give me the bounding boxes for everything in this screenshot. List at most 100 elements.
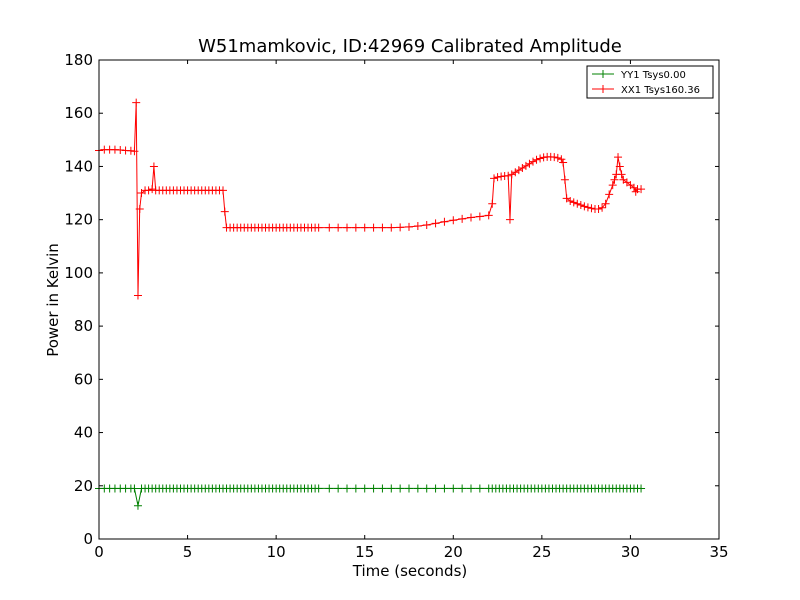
y-tick-label: 160	[64, 104, 93, 122]
data-point-marker	[314, 484, 323, 493]
data-point-marker	[133, 501, 142, 510]
data-point-marker	[617, 170, 626, 179]
data-point-marker	[440, 484, 449, 493]
data-point-marker	[449, 484, 458, 493]
data-point-marker	[132, 98, 141, 107]
series-1	[95, 98, 646, 300]
data-point-marker	[405, 222, 413, 231]
data-point-marker	[325, 484, 334, 493]
x-tick-label: 25	[532, 543, 551, 561]
data-point-marker	[343, 223, 351, 232]
x-axis-label: Time (seconds)	[352, 562, 468, 580]
data-point-marker	[493, 173, 502, 182]
data-point-marker	[504, 171, 513, 180]
legend-marker	[599, 85, 607, 93]
data-point-marker	[536, 154, 545, 163]
data-point-marker	[518, 164, 527, 173]
x-tick-label: 20	[444, 543, 463, 561]
data-point-marker	[587, 204, 596, 213]
data-point-marker	[637, 484, 646, 493]
data-point-marker	[497, 172, 506, 181]
data-point-marker	[405, 484, 413, 493]
data-point-marker	[521, 161, 530, 170]
data-point-marker	[369, 223, 378, 232]
data-point-marker	[511, 168, 520, 177]
data-point-marker	[130, 484, 139, 493]
legend-label: XX1 Tsys160.36	[621, 85, 700, 96]
data-point-marker	[475, 484, 484, 493]
data-point-marker	[605, 190, 614, 199]
x-tick-label: 30	[621, 543, 640, 561]
y-tick-label: 100	[64, 264, 93, 282]
data-point-marker	[598, 203, 607, 212]
data-point-marker	[550, 153, 559, 162]
data-point-marker	[614, 153, 623, 162]
data-point-marker	[116, 145, 125, 154]
x-tick-label: 10	[267, 543, 286, 561]
data-point-marker	[325, 223, 334, 232]
data-point-marker	[431, 484, 440, 493]
data-point-marker	[360, 484, 369, 493]
x-tick-label: 0	[94, 543, 104, 561]
y-tick-label: 20	[74, 477, 93, 495]
chart-title: W51mamkovic, ID:42969 Calibrated Amplitu…	[198, 36, 622, 57]
data-point-marker	[351, 484, 360, 493]
data-point-marker	[440, 217, 449, 226]
data-point-marker	[135, 205, 144, 214]
data-point-marker	[334, 484, 343, 493]
data-point-marker	[539, 153, 548, 162]
data-point-marker	[126, 146, 135, 155]
data-point-marker	[569, 198, 578, 207]
plot-background	[99, 60, 719, 539]
data-point-marker	[475, 212, 484, 221]
data-point-marker	[431, 219, 440, 228]
data-point-marker	[334, 223, 343, 232]
data-point-marker	[601, 199, 610, 208]
data-point-marker	[396, 484, 405, 493]
legend-label: YY1 Tsys0.00	[620, 70, 686, 81]
y-tick-label: 140	[64, 157, 93, 175]
data-point-marker	[422, 220, 431, 229]
data-point-marker	[144, 186, 153, 195]
y-axis-label: Power in Kelvin	[44, 243, 62, 357]
data-point-marker	[378, 484, 387, 493]
axes-layer: 0 5 10 15 20 25 30 35 0 20 40 60 80 100 120 140 160 180	[64, 51, 728, 561]
legend-marker	[599, 70, 607, 78]
data-point-marker	[351, 223, 360, 232]
y-tick-label: 120	[64, 211, 93, 229]
legend: YY1 Tsys0.00 XX1 Tsys160.36	[586, 65, 714, 99]
series-layer	[95, 98, 646, 510]
data-point-marker	[637, 185, 646, 194]
data-point-marker	[580, 202, 589, 211]
data-point-marker	[514, 166, 523, 175]
data-point-marker	[610, 175, 619, 184]
data-point-marker	[413, 222, 422, 231]
data-point-marker	[557, 155, 566, 164]
data-point-marker	[133, 291, 142, 300]
data-point-marker	[615, 162, 624, 171]
data-point-marker	[369, 484, 378, 493]
data-point-marker	[553, 153, 562, 162]
data-point-marker	[608, 181, 617, 190]
data-point-marker	[396, 223, 405, 232]
data-point-marker	[583, 203, 592, 212]
data-point-marker	[378, 223, 387, 232]
data-point-marker	[387, 484, 396, 493]
data-point-marker	[467, 213, 475, 222]
legend-box	[586, 65, 714, 99]
y-tick-label: 40	[74, 424, 93, 442]
data-point-marker	[559, 158, 568, 167]
y-tick-label: 0	[83, 530, 93, 548]
data-point-marker	[130, 147, 139, 156]
data-point-marker	[467, 484, 475, 493]
y-tick-label: 60	[74, 370, 93, 388]
data-point-marker	[573, 199, 582, 208]
data-point-marker	[343, 484, 351, 493]
plot-area	[99, 60, 719, 539]
data-point-marker	[484, 211, 493, 220]
data-point-marker	[449, 216, 458, 225]
data-point-marker	[488, 199, 497, 208]
data-point-marker	[149, 162, 158, 171]
data-point-marker	[360, 223, 369, 232]
